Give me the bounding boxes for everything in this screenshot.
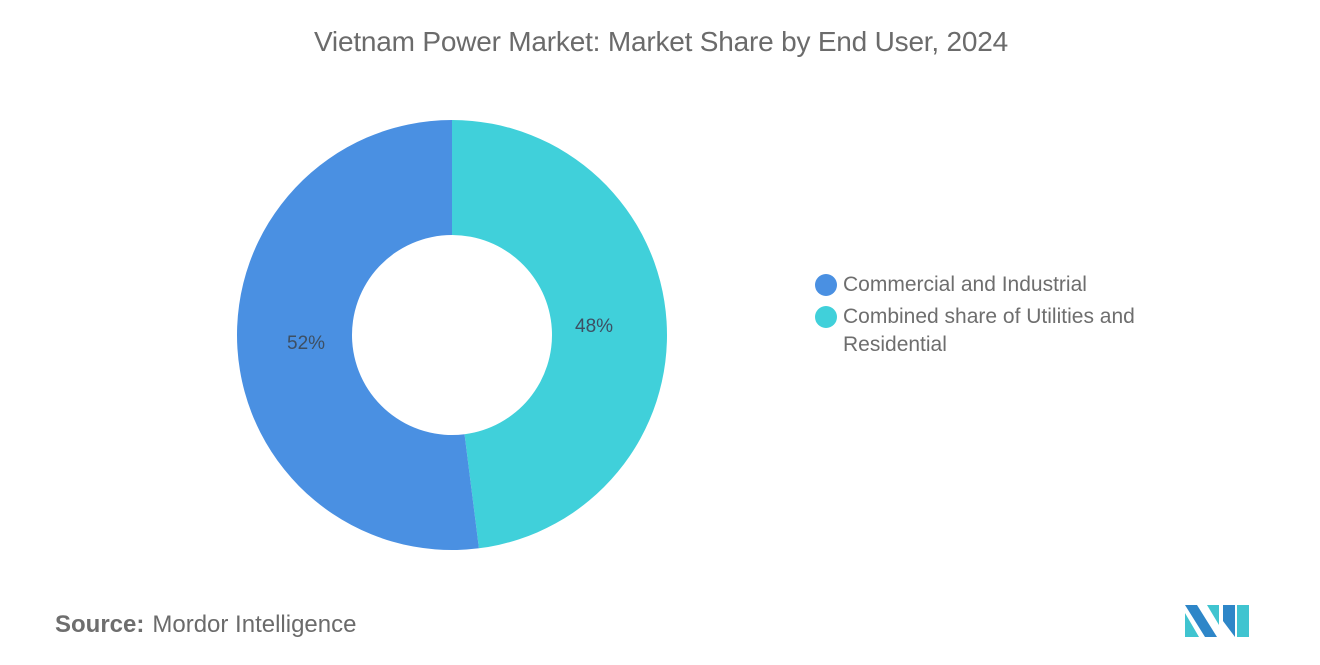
legend-item-utilities-residential[interactable]: Combined share of Utilities and Resident…: [815, 303, 1175, 359]
source-note: Source: Mordor Intelligence: [55, 611, 356, 639]
donut-slices: [237, 120, 668, 550]
slice-utilities-residential[interactable]: [452, 120, 668, 549]
legend-swatch-icon: [815, 274, 837, 296]
mordor-intelligence-logo-icon: [1185, 605, 1249, 637]
source-value: Mordor Intelligence: [152, 611, 357, 638]
legend-item-commercial-industrial[interactable]: Commercial and Industrial: [815, 271, 1175, 299]
slice-label-commercial-industrial: 52%: [287, 333, 326, 354]
legend-label: Combined share of Utilities and Resident…: [843, 305, 1135, 356]
chart-title: Vietnam Power Market: Market Share by En…: [313, 26, 1009, 57]
slice-label-utilities-residential: 48%: [575, 316, 614, 337]
legend-swatch-icon: [815, 306, 837, 328]
source-label: Source:: [55, 611, 145, 638]
legend: Commercial and Industrial Combined share…: [815, 271, 1175, 363]
slice-commercial-industrial[interactable]: [237, 120, 479, 550]
legend-label: Commercial and Industrial: [843, 273, 1087, 296]
